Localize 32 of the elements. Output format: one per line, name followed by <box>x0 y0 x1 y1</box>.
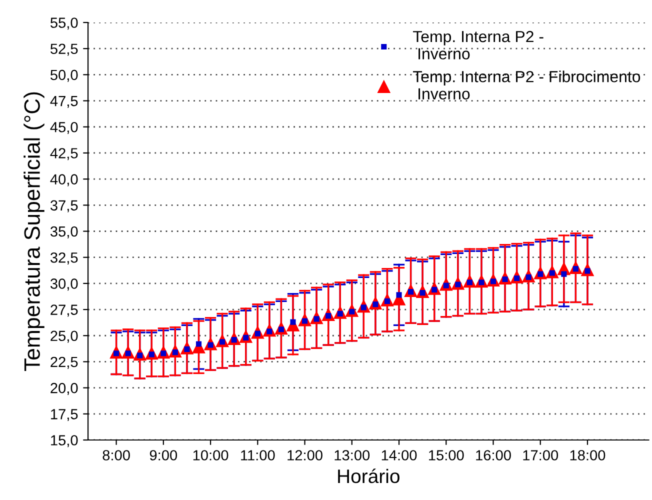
x-axis-title: Horário <box>338 468 400 484</box>
legend-label: Temp. Interna P2 - Fibrocimento Inverno <box>412 70 640 100</box>
x-tick-label: 13:00 <box>334 450 370 460</box>
y-tick-label: 55,0 <box>50 18 78 30</box>
y-tick-label: 45,0 <box>50 122 78 134</box>
x-tick-label: 14:00 <box>382 450 417 460</box>
legend-label: Temp. Interna P2 - Inverno <box>412 30 544 60</box>
y-tick-label: 20,0 <box>50 382 78 395</box>
x-tick-label: 15:00 <box>428 450 464 460</box>
x-tick-label: 9:00 <box>150 450 178 460</box>
y-tick-label: 47,5 <box>50 96 78 108</box>
x-tick-label: 8:00 <box>102 450 130 460</box>
x-tick-label: 17:00 <box>523 450 558 460</box>
x-tick-label: 11:00 <box>241 450 275 460</box>
y-tick-label: 17,5 <box>51 409 78 422</box>
y-tick-label: 15,0 <box>51 435 78 448</box>
y-tick-label: 35,0 <box>50 226 78 238</box>
y-tick-label: 52,5 <box>50 44 78 56</box>
x-tick-label: 12:00 <box>288 450 322 460</box>
y-axis-title: Temperatura Superficial (°C) <box>24 92 44 372</box>
y-tick-label: 22,5 <box>50 356 78 369</box>
y-tick-label: 25,0 <box>50 330 78 343</box>
y-tick-label: 30,0 <box>50 278 78 291</box>
y-tick-label: 42,5 <box>50 148 78 160</box>
y-tick-label: 32,5 <box>50 252 78 264</box>
x-tick-label: 16:00 <box>476 450 511 460</box>
x-tick-label: 10:00 <box>193 450 228 460</box>
y-tick-label: 50,0 <box>50 70 78 82</box>
x-tick-label: 18:00 <box>570 450 606 460</box>
y-tick-label: 27,5 <box>50 304 78 317</box>
y-tick-label: 37,5 <box>50 200 78 212</box>
y-tick-label: 40,0 <box>50 174 78 186</box>
